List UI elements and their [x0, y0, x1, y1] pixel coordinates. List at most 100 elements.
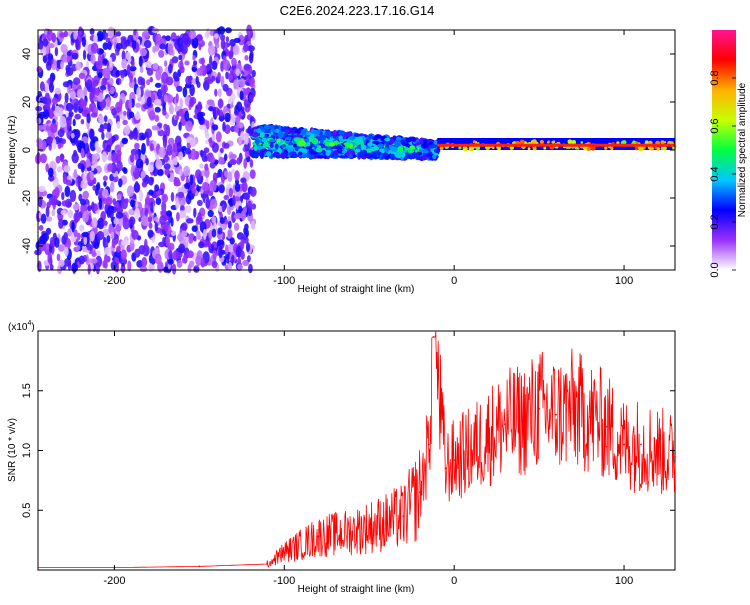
spectrogram-cell — [103, 122, 108, 130]
spectrogram-cell — [95, 250, 101, 258]
spectrogram-cell — [296, 128, 302, 135]
spectrogram-cell — [230, 92, 236, 102]
spectrogram-cell — [243, 206, 248, 214]
spectrogram-cell — [111, 152, 119, 164]
spectrogram-cell — [178, 151, 184, 161]
spectrogram-cell — [125, 51, 131, 61]
spectrogram-cell — [58, 218, 64, 229]
spectrogram-cell — [644, 140, 649, 145]
spectrogram-cell — [186, 250, 194, 259]
spectrogram-cell — [217, 98, 224, 109]
spectrogram-cell — [244, 223, 249, 231]
spectrogram-cell — [663, 141, 667, 144]
spectrogram-cell — [217, 72, 221, 81]
spectrogram-cell — [191, 66, 198, 72]
spectrogram-cell — [365, 152, 373, 159]
spectrogram-cell — [189, 97, 195, 108]
spectrogram-cell — [105, 37, 110, 43]
spectrogram-cell — [263, 124, 270, 130]
spectrogram-cell — [50, 195, 58, 205]
spectrogram-cell — [604, 146, 608, 150]
spectrogram-cell — [321, 149, 326, 155]
spectrogram-cell — [55, 155, 61, 164]
spectrogram-cell — [189, 174, 194, 186]
spectrogram-cell — [244, 151, 250, 158]
spectrogram-cell — [134, 142, 140, 150]
spectrogram-cell — [654, 146, 658, 150]
spectrogram-cell — [73, 102, 79, 113]
spectrogram-cell — [73, 29, 78, 40]
snr-data-point — [317, 535, 320, 538]
spectrogram-cell — [426, 152, 432, 157]
snr-data-point — [283, 551, 286, 553]
spectrogram-cell — [400, 152, 406, 158]
spectrogram-cell — [211, 260, 218, 269]
spectrogram-cell — [184, 83, 192, 89]
spectrogram-cell — [116, 160, 123, 172]
spectrogram-cell — [318, 135, 326, 142]
spectrogram-cell — [83, 236, 88, 245]
spectrogram-cell — [134, 207, 141, 220]
spectrogram-cell — [387, 140, 393, 146]
spectrogram-cell — [174, 76, 180, 82]
spectrogram-cell — [39, 81, 45, 92]
snr-data-point — [640, 443, 642, 446]
spectrogram-cell — [311, 138, 319, 145]
spectrogram-cell — [90, 42, 99, 54]
spectrogram-cell — [37, 124, 44, 131]
spectrogram-cell — [223, 219, 229, 225]
spectrogram-cell — [184, 182, 191, 189]
spectrogram-cell — [42, 96, 47, 105]
spectrogram-cell — [78, 72, 86, 80]
spectrogram-cell — [98, 127, 105, 133]
spectrogram-cell — [649, 146, 654, 151]
spectrogram-cell — [176, 85, 183, 93]
spectrogram-cell — [121, 50, 126, 61]
spectrogram-cell — [154, 253, 162, 265]
spectrogram-cell — [341, 150, 347, 154]
spectrogram-cell — [94, 87, 100, 97]
spectrogram-cell — [239, 90, 244, 101]
spectrogram-cell — [179, 65, 185, 74]
spectrogram-cell — [82, 49, 87, 61]
spectrogram-cell — [146, 96, 152, 108]
spectrogram-cell — [181, 257, 188, 264]
spectrogram-cell — [138, 245, 146, 255]
spectrogram-cell — [161, 201, 167, 213]
snr-y-tick-label: 0.5 — [21, 503, 33, 518]
spectrogram-cell — [102, 228, 110, 237]
spectrogram-cell — [138, 189, 144, 202]
spectrogram-cell — [134, 112, 141, 121]
spectrogram-cell — [187, 264, 192, 274]
spectrogram-cell — [81, 99, 88, 108]
spectrogram-cell — [181, 222, 188, 231]
spectrogram-cell — [97, 217, 105, 230]
spectrogram-cell — [211, 132, 216, 142]
spectrogram-cell — [580, 141, 584, 144]
spectrogram-cell — [165, 235, 170, 247]
spectrogram-cell — [204, 163, 209, 171]
spectrogram-cell — [243, 63, 251, 71]
spectrogram-cell — [63, 165, 71, 173]
spectrogram-cell — [275, 128, 280, 133]
spectrogram-cell — [243, 43, 249, 52]
spectrogram-cell — [135, 102, 142, 108]
spectrogram-cell — [49, 237, 54, 247]
spectrogram-cell — [90, 154, 98, 166]
snr-data-point — [266, 563, 269, 565]
spectrogram-cell — [391, 146, 398, 152]
spectrogram-cell — [242, 259, 250, 267]
spectrogram-cell — [165, 76, 174, 86]
spectrogram-cell — [164, 223, 169, 232]
spectrogram-cell — [394, 151, 403, 159]
spectrogram-cell — [227, 171, 233, 183]
spectrogram-cell — [141, 181, 148, 188]
spectrogram-cell — [229, 237, 235, 245]
spectrogram-cell — [154, 184, 160, 192]
spectrogram-cell — [71, 152, 79, 164]
snr-data-point — [504, 423, 506, 426]
spectrogram-cell — [249, 186, 257, 197]
spectrogram-cell — [181, 44, 188, 55]
spectrogram-cell — [110, 181, 115, 193]
